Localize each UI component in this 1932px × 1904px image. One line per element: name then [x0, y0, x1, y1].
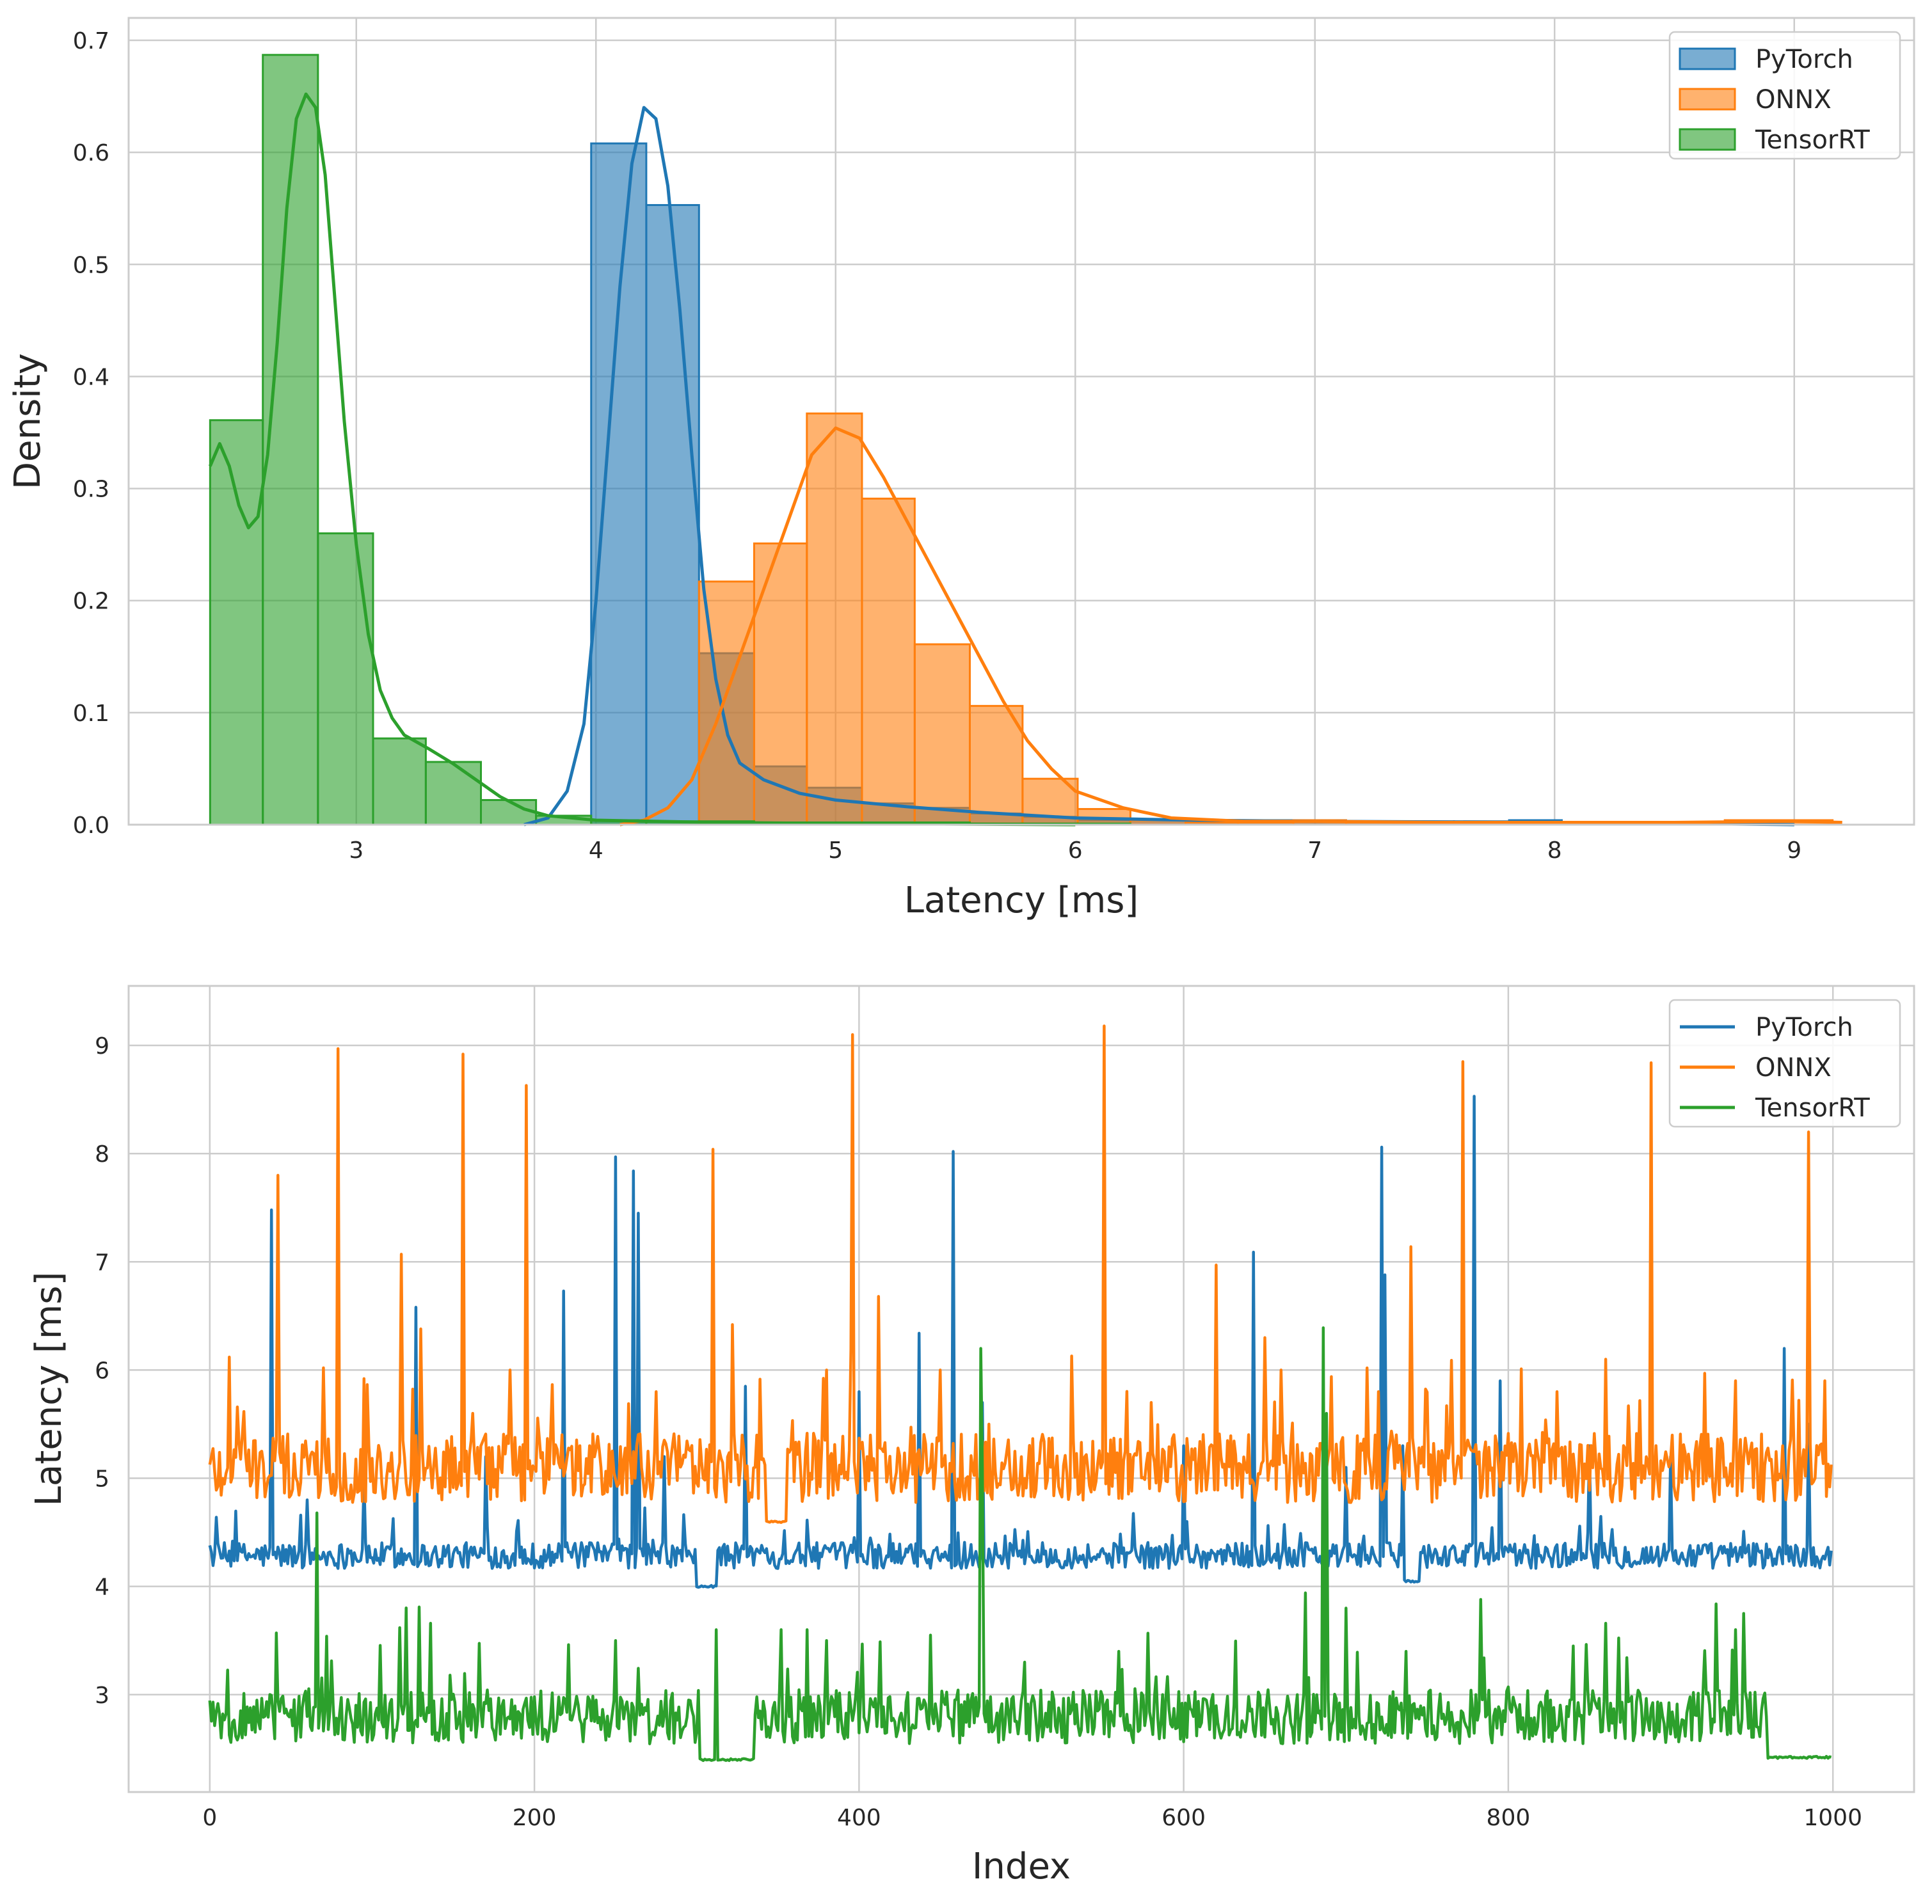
legend-label: PyTorch	[1755, 45, 1853, 74]
y-tick-label: 9	[95, 1033, 109, 1059]
x-tick-label: 7	[1307, 837, 1322, 864]
y-tick-label: 0.6	[73, 140, 109, 166]
x-tick-label: 800	[1487, 1805, 1531, 1831]
plot-border	[127, 985, 1915, 1793]
y-tick-label: 0.7	[73, 28, 109, 54]
x-tick-label: 0	[202, 1805, 217, 1831]
plot-area	[129, 18, 1914, 825]
legend-label: PyTorch	[1755, 1013, 1853, 1042]
latency-line-onnx	[208, 1024, 1833, 1524]
y-tick-label: 4	[95, 1575, 109, 1601]
x-tick-label: 200	[513, 1805, 557, 1831]
y-axis-label: Latency [ms]	[28, 1272, 70, 1507]
histogram-area-onnx	[699, 413, 1833, 825]
legend-box	[1668, 999, 1901, 1128]
x-tick-label: 9	[1787, 837, 1801, 864]
x-axis-label: Index	[972, 1846, 1071, 1887]
x-tick-label: 1000	[1803, 1805, 1862, 1831]
latency-line-tensorrt	[208, 1326, 1832, 1763]
legend-label: TensorRT	[1755, 125, 1870, 155]
x-tick-label: 6	[1068, 837, 1083, 864]
latency-line-pytorch	[208, 1095, 1833, 1589]
kde-line-pytorch	[523, 106, 1794, 827]
latency-line-chart: 0 200 400 600 800 1000 3 4 5 6 7 8 9 Index Latency [ms…	[28, 985, 1915, 1887]
histogram-area-pytorch	[591, 143, 1562, 825]
x-tick-label: 600	[1162, 1805, 1206, 1831]
y-tick-label: 0.0	[73, 813, 109, 839]
histogram-area-tensorrt	[210, 54, 1131, 825]
y-tick-label: 5	[95, 1466, 109, 1493]
y-tick-label: 0.4	[73, 364, 109, 390]
y-tick-label: 7	[95, 1250, 109, 1276]
x-tick-label: 400	[837, 1805, 881, 1831]
legend-label: ONNX	[1755, 1053, 1832, 1083]
y-tick-label: 0.5	[73, 252, 109, 278]
x-tick-label: 4	[589, 837, 603, 864]
plot-area	[129, 986, 1914, 1792]
histogram-chart: 3 4 5 6 7 8 9 0.0 0.1 0.2 0.3 0.4 0.5 0.6 0.7 Latency […	[7, 17, 1915, 921]
legend-label: ONNX	[1755, 85, 1832, 115]
y-tick-label: 3	[95, 1683, 109, 1709]
kde-line-onnx	[619, 426, 1842, 827]
legend-swatch	[1679, 128, 1736, 151]
y-tick-label: 8	[95, 1141, 109, 1168]
y-tick-label: 0.1	[73, 701, 109, 727]
x-axis-label: Latency [ms]	[904, 880, 1139, 921]
x-tick-label: 3	[349, 837, 363, 864]
x-tick-label: 5	[828, 837, 843, 864]
y-axis-label: Density	[7, 353, 49, 489]
plot-border	[127, 17, 1915, 826]
legend-label: TensorRT	[1755, 1093, 1870, 1123]
legend-swatch	[1679, 88, 1736, 111]
x-tick-label: 8	[1547, 837, 1562, 864]
legend-swatch	[1679, 47, 1736, 70]
y-tick-label: 0.3	[73, 477, 109, 503]
y-tick-label: 6	[95, 1358, 109, 1384]
kde-line-tensorrt	[209, 92, 1076, 827]
y-tick-label: 0.2	[73, 589, 109, 615]
